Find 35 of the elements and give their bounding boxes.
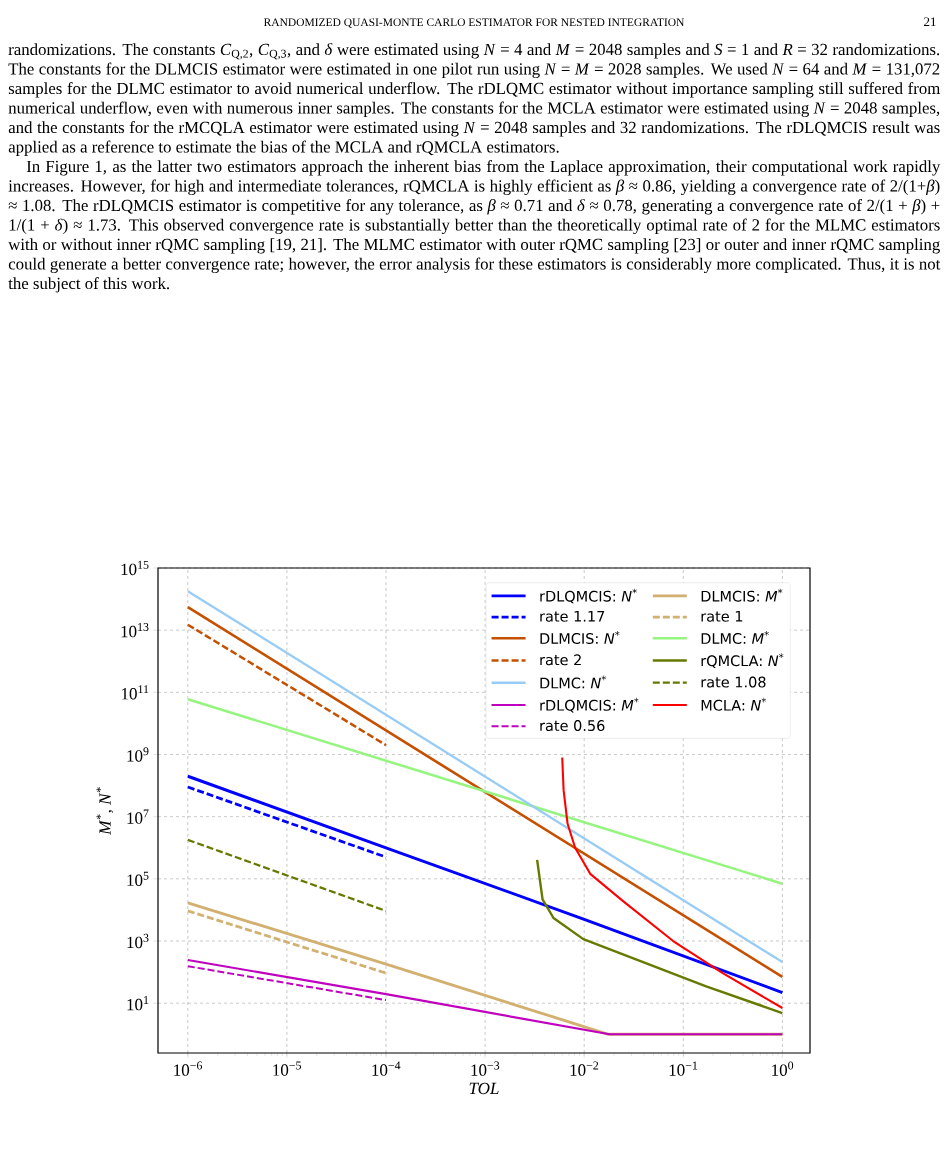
legend-label: rate 1 [701, 611, 743, 622]
y-tick-label: 10$^{7}$ [127, 809, 149, 824]
x-tick-label: 10$^{−2}$ [570, 1061, 599, 1076]
y-tick-label: 10$^{11}$ [122, 685, 149, 700]
y-axis-title: M$^{*}$, N$^{*}$ [96, 787, 114, 835]
x-tick-label: 10$^{−5}$ [273, 1061, 302, 1076]
line-series [186, 774, 784, 995]
y-tick-label: 10$^{15}$ [121, 560, 149, 576]
x-tick-label: 10$^{−4}$ [372, 1061, 401, 1076]
y-tick-label: 10$^{1}$ [127, 996, 149, 1011]
legend-label: DLMC: M$^{*}$ [701, 631, 769, 645]
legend-label: DLMCIS: M$^{*}$ [701, 588, 783, 602]
legend-label: rate 1.08 [701, 676, 766, 688]
legend-label: rate 0.56 [540, 720, 605, 732]
y-tick-label: 10$^{3}$ [127, 933, 149, 949]
legend-label: rate 2 [540, 654, 581, 666]
legend-label: DLMCIS: N$^{*}$ [540, 631, 620, 645]
text: In Figure 1, as the latter two estimators approach the inherent bias from the Laplace approximation, their computational work rapidly increases. However, for high and intermediate tolerances, rQMCLA is highly efficient as β ≈ 0.86, yielding a convergence rate of 2/(1+β) ≈ 1.08. The rDLQMCIS estimator is competitive for any tolerance, as β ≈ 0.71 and δ ≈ 0.78, generating a convergence rate of 2/(1 + β) + 1/(1 + δ) ≈ 1.73. This observed convergence rate is substantially better than the theoretically optimal rate of 2 for the MLMC estimators with or without inner rQMC sampling [19, 21]. The MLMC estimator with outer rQMC sampling [23] or outer and inner rQMC sampling could generate a better convergence rate; however, the error analysis for these estimators is considerably more complicated. Thus, it is not the subject of this work. [8, 160, 941, 293]
y-tick-label: 10$^{13}$ [121, 623, 149, 638]
x-tick-label: 10$^{−6}$ [174, 1061, 203, 1076]
y-tick-label: 10$^{9}$ [127, 747, 149, 762]
legend-label: rDLQMCIS: M$^{*}$ [540, 697, 639, 713]
x-tick-label: 10$^{−1}$ [669, 1061, 698, 1076]
text: randomizations. The constants C$_{Q,2}$, C$_{Q,3}$, and δ were estimated using N = 4 and M = 2048 samples and S = 1 and R = 32 randomizations. The constants for the DLMCIS estimator were estimated in one pilot run using N = M = 2028 samples. We used N = 64 and M = 131,072 samples for the DLMC estimator to avoid numerical underflow. The rDLQMC estimator without importance sampling still suffered from numerical underflow, even with numerous inner samples. The constants for the MCLA estimator were estimated using N = 2048 samples, and the constants for the rMCQLA estimator were estimated using N = 2048 samples and 32 randomizations. The rDLQMCIS result was applied as a reference to estimate the bias of the MCLA and rQMCLA estimators. [8, 43, 941, 156]
text: RANDOMIZED QUASI-MONTE CARLO ESTIMATOR FOR NESTED INTEGRATION [263, 18, 685, 28]
text: 21 [924, 17, 936, 26]
x-tick-label: 10$^{0}$ [772, 1061, 794, 1076]
legend-label: rDLQMCIS: N$^{*}$ [540, 588, 637, 604]
legend-label: rQMCLA: N$^{*}$ [701, 653, 784, 668]
legend-label: MCLA: N$^{*}$ [701, 697, 767, 711]
x-tick-label: 10$^{−3}$ [471, 1061, 500, 1076]
legend-label: DLMC: N$^{*}$ [540, 675, 607, 689]
legend-label: rate 1.17 [540, 611, 605, 622]
y-tick-label: 10$^{5}$ [127, 871, 149, 886]
x-axis-title: TOL [469, 1082, 499, 1095]
